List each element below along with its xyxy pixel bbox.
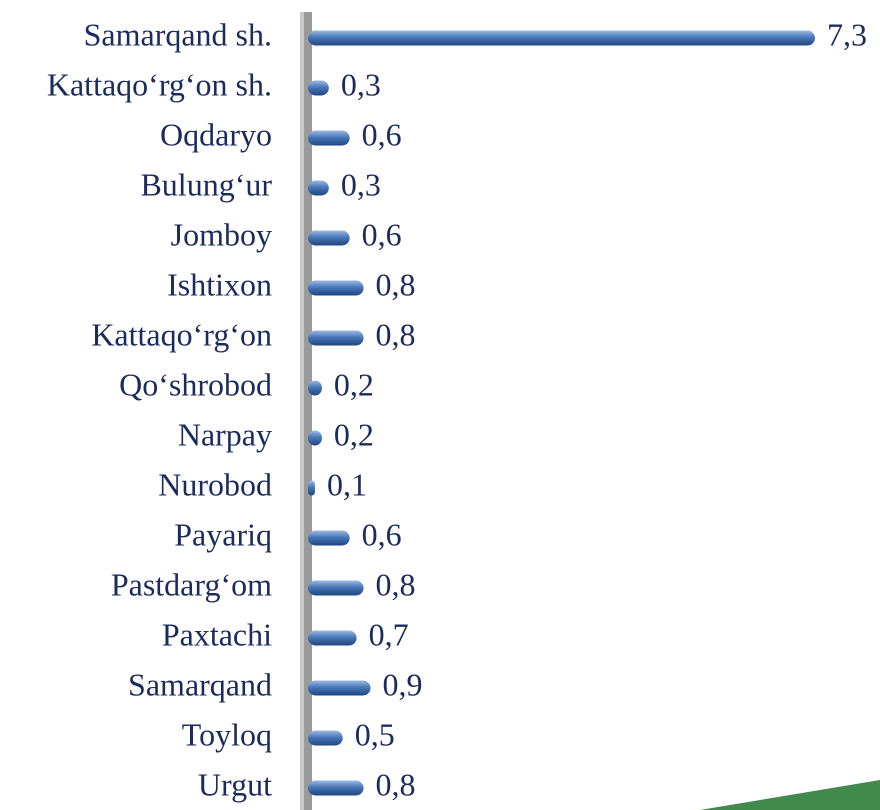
category-label: Samarqand sh. bbox=[84, 16, 272, 52]
category-label: Ishtixon bbox=[167, 266, 272, 302]
value-label: 7,3 bbox=[827, 16, 867, 52]
value-label: 0,9 bbox=[383, 666, 423, 702]
value-label: 0,1 bbox=[327, 466, 367, 502]
category-label: Urgut bbox=[198, 766, 272, 802]
bar bbox=[308, 481, 315, 496]
value-label: 0,8 bbox=[376, 266, 416, 302]
bar bbox=[308, 131, 350, 146]
bar bbox=[308, 631, 357, 646]
value-label: 0,8 bbox=[376, 766, 416, 802]
bar bbox=[308, 781, 364, 796]
value-label: 0,7 bbox=[369, 616, 409, 652]
value-label: 0,2 bbox=[334, 366, 374, 402]
value-label: 0,2 bbox=[334, 416, 374, 452]
bar bbox=[308, 431, 322, 446]
category-label: Samarqand bbox=[128, 666, 272, 702]
category-label: Paxtachi bbox=[162, 616, 272, 652]
value-label: 0,6 bbox=[362, 116, 402, 152]
bar bbox=[308, 231, 350, 246]
bar bbox=[308, 381, 322, 396]
category-label: Kattaqo‘rg‘on bbox=[91, 316, 272, 352]
category-label: Qo‘shrobod bbox=[119, 366, 272, 402]
bar bbox=[308, 681, 371, 696]
category-label: Payariq bbox=[174, 516, 272, 552]
value-label: 0,6 bbox=[362, 516, 402, 552]
value-label: 0,3 bbox=[341, 166, 381, 202]
bar bbox=[308, 81, 329, 96]
value-label: 0,5 bbox=[355, 716, 395, 752]
category-label: Pastdarg‘om bbox=[111, 566, 272, 602]
category-label: Nurobod bbox=[158, 466, 272, 502]
bar bbox=[308, 281, 364, 296]
bar bbox=[308, 331, 364, 346]
category-label: Jomboy bbox=[171, 216, 272, 252]
value-label: 0,8 bbox=[376, 566, 416, 602]
category-label: Oqdaryo bbox=[160, 116, 272, 152]
category-label: Toyloq bbox=[182, 716, 272, 752]
chart: Samarqand sh. 7,3 Kattaqo‘rg‘on sh. 0,3 Oqda… bbox=[0, 0, 880, 810]
value-label: 0,8 bbox=[376, 316, 416, 352]
category-label: Narpay bbox=[178, 416, 272, 452]
category-label: Kattaqo‘rg‘on sh. bbox=[47, 66, 272, 102]
bar bbox=[308, 581, 364, 596]
value-label: 0,6 bbox=[362, 216, 402, 252]
decoration bbox=[700, 780, 880, 810]
axis-edge bbox=[300, 12, 304, 810]
bar bbox=[308, 531, 350, 546]
bar bbox=[308, 731, 343, 746]
bar bbox=[308, 31, 815, 46]
value-label: 0,3 bbox=[341, 66, 381, 102]
bar bbox=[308, 181, 329, 196]
category-label: Bulung‘ur bbox=[140, 166, 272, 202]
